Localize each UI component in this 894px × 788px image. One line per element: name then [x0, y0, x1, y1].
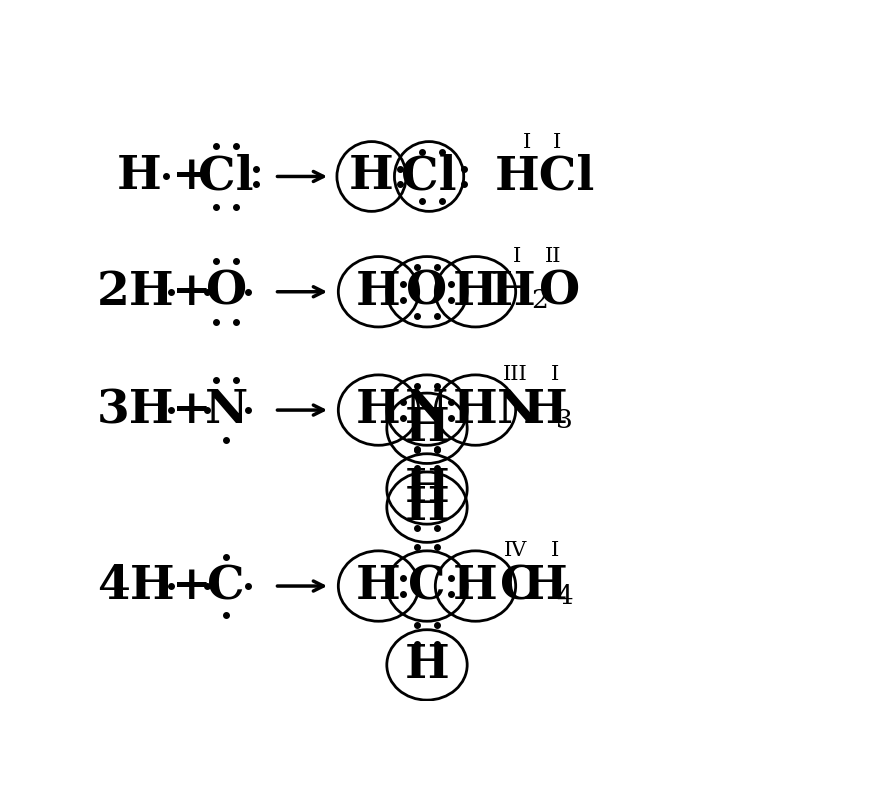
Text: I: I [523, 133, 532, 152]
Text: H: H [522, 387, 567, 433]
Text: O: O [407, 269, 448, 314]
Text: H: H [453, 269, 498, 314]
Text: 4: 4 [556, 585, 572, 609]
Text: II: II [544, 247, 561, 266]
Text: I: I [551, 366, 560, 385]
Text: Cl: Cl [198, 154, 254, 199]
Text: C: C [500, 563, 537, 609]
Text: H: H [405, 484, 450, 530]
Text: H: H [453, 387, 498, 433]
Text: Cl: Cl [401, 154, 457, 199]
Text: +: + [172, 563, 211, 609]
Text: H: H [453, 563, 498, 609]
Text: H: H [117, 154, 162, 199]
Text: I: I [553, 133, 561, 152]
Text: IV: IV [504, 541, 527, 560]
Text: 3: 3 [556, 408, 573, 433]
Text: O: O [206, 269, 247, 314]
Text: O: O [539, 269, 580, 314]
Text: I: I [513, 247, 521, 266]
Text: 2H: 2H [97, 269, 175, 314]
Text: +: + [172, 154, 211, 199]
Text: H: H [405, 642, 450, 688]
Text: +: + [172, 269, 211, 314]
Text: +: + [172, 387, 211, 433]
Text: N: N [405, 387, 449, 433]
Text: H: H [350, 154, 394, 199]
Text: C: C [207, 563, 245, 609]
Text: H: H [405, 466, 450, 512]
Text: H: H [356, 563, 401, 609]
Text: N: N [497, 387, 540, 433]
Text: III: III [503, 366, 528, 385]
Text: 2: 2 [531, 288, 548, 314]
Text: H: H [405, 405, 450, 452]
Text: H: H [356, 387, 401, 433]
Text: 3H: 3H [97, 387, 174, 433]
Text: H: H [522, 563, 567, 609]
Text: 4H: 4H [97, 563, 175, 609]
Text: I: I [551, 541, 560, 560]
Text: C: C [409, 563, 446, 609]
Text: H: H [356, 269, 401, 314]
Text: N: N [205, 387, 248, 433]
Text: H: H [491, 269, 536, 314]
Text: HCl: HCl [494, 154, 595, 199]
